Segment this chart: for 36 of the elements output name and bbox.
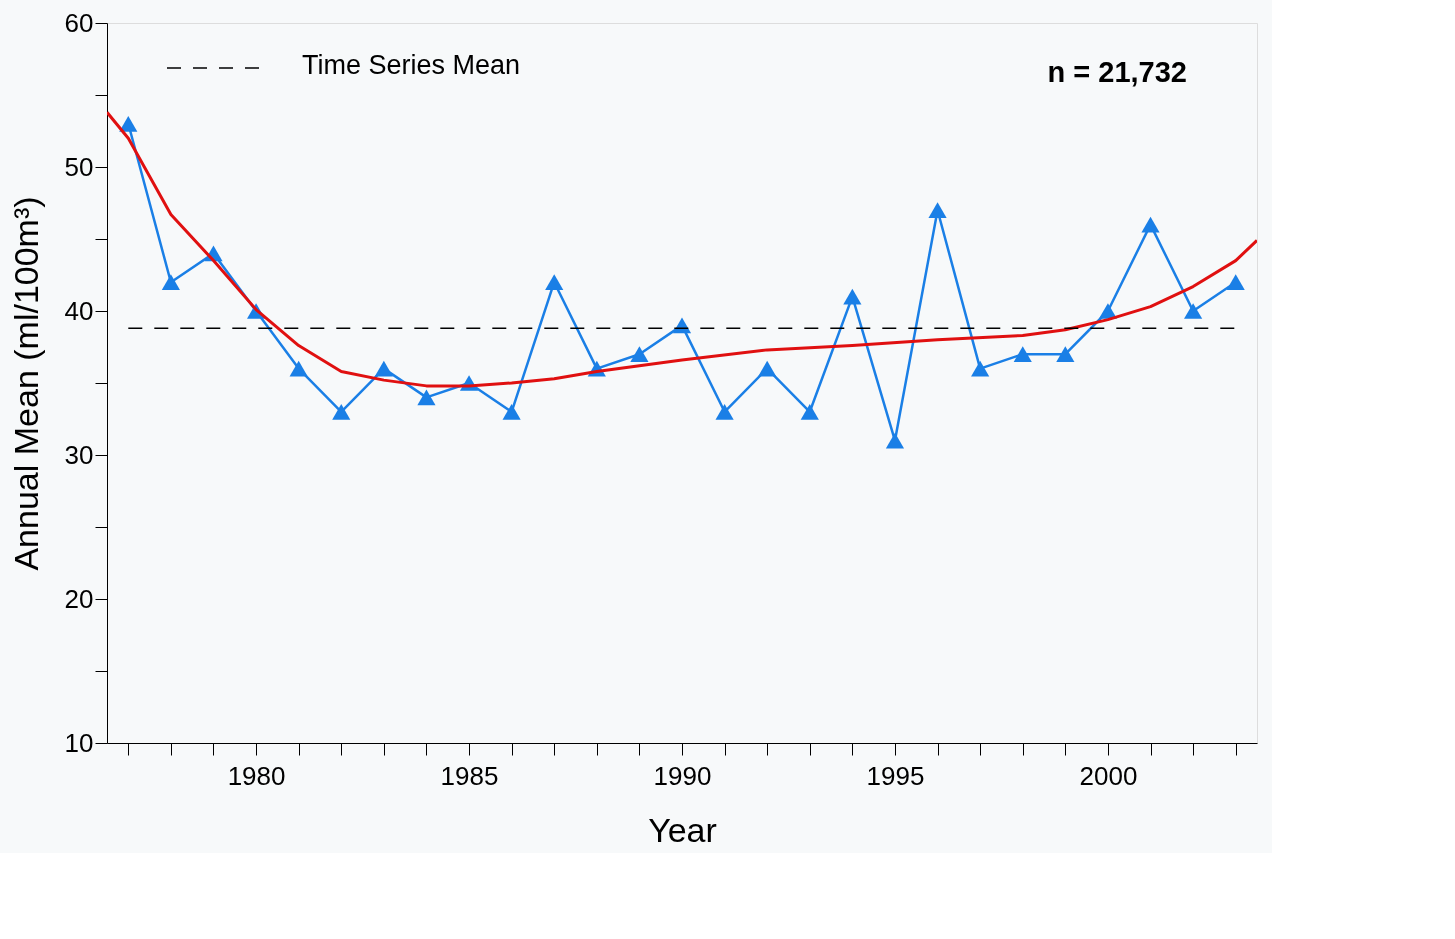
point bbox=[800, 403, 819, 420]
point bbox=[1013, 346, 1032, 363]
point bbox=[715, 403, 734, 420]
point bbox=[843, 288, 862, 305]
point bbox=[119, 115, 138, 132]
y-tick-label: 60 bbox=[64, 7, 94, 38]
point bbox=[630, 346, 649, 363]
y-tick-label: 30 bbox=[64, 439, 94, 470]
point bbox=[1141, 216, 1160, 233]
x-axis-title: Year bbox=[648, 810, 717, 849]
point bbox=[332, 403, 351, 420]
y-axis-title: Annual Mean (ml/100m³) bbox=[6, 196, 45, 571]
point bbox=[928, 202, 947, 219]
x-tick-label: 1985 bbox=[440, 760, 499, 791]
point bbox=[545, 274, 564, 291]
y-tick-label: 40 bbox=[64, 295, 94, 326]
point bbox=[885, 432, 905, 449]
x-tick-label: 1990 bbox=[653, 760, 712, 791]
point bbox=[374, 360, 393, 377]
y-tick-label: 20 bbox=[64, 583, 94, 614]
point bbox=[1184, 303, 1203, 319]
legend-label: Time Series Mean bbox=[302, 50, 521, 80]
point bbox=[758, 360, 777, 377]
point bbox=[1056, 346, 1075, 363]
y-tick-label: 50 bbox=[64, 151, 94, 182]
x-tick-label: 2000 bbox=[1079, 760, 1138, 791]
point bbox=[502, 403, 521, 420]
x-tick-label: 1995 bbox=[866, 760, 925, 791]
point bbox=[417, 389, 436, 406]
point bbox=[971, 360, 990, 377]
annotation: n = 21,732 bbox=[1047, 56, 1187, 88]
point bbox=[1226, 274, 1245, 291]
point bbox=[289, 360, 308, 377]
point bbox=[161, 274, 180, 291]
y-tick-label: 10 bbox=[64, 727, 94, 758]
x-tick-label: 1980 bbox=[227, 760, 286, 791]
